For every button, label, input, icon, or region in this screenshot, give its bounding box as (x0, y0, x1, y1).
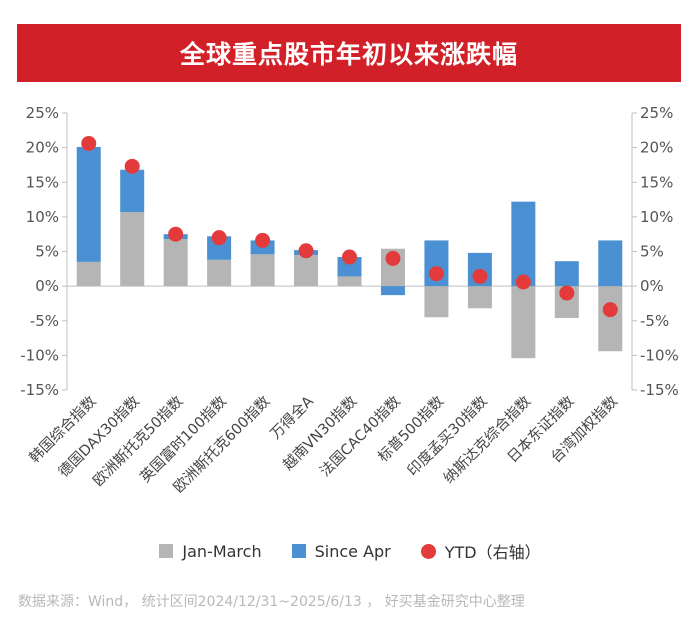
bar-jan-march (598, 286, 623, 352)
legend-item-since-apr: Since Apr (291, 541, 391, 561)
ytd-dot (255, 232, 271, 248)
ytd-dot (428, 266, 444, 282)
bar-since-apr (380, 286, 405, 296)
bar-jan-march (294, 254, 319, 287)
legend-swatch-jan-march (159, 544, 174, 558)
chart-legend: Jan-March Since Apr YTD（右轴） (0, 539, 700, 563)
bar-jan-march (76, 261, 101, 287)
y-tick-label-left: -15% (20, 381, 59, 399)
bar-since-apr (76, 146, 101, 262)
ytd-dot (602, 302, 618, 318)
ytd-dot (342, 249, 357, 265)
chart-title: 全球重点股市年初以来涨跌幅 (17, 24, 681, 82)
y-tick-label-left: 5% (35, 243, 59, 261)
y-tick-label-right: -10% (640, 346, 679, 364)
legend-item-jan-march: Jan-March (159, 541, 262, 561)
ytd-dot (168, 226, 184, 242)
ytd-dot (298, 243, 314, 259)
bar-since-apr (598, 240, 623, 287)
ytd-dot (559, 285, 575, 301)
y-tick-label-right: 15% (640, 173, 673, 191)
ytd-dot (124, 158, 140, 174)
y-tick-label-left: -5% (30, 312, 59, 330)
y-tick-label-left: 0% (35, 277, 59, 295)
y-tick-label-right: -15% (640, 381, 679, 399)
source-note: 数据来源：Wind， 统计区间2024/12/31~2025/6/13 ， 好买… (18, 594, 525, 610)
category-label: 法国CAC40指数 (317, 392, 405, 480)
legend-item-ytd: YTD（右轴） (420, 539, 541, 563)
bar-jan-march (163, 239, 188, 287)
y-tick-label-left: -10% (20, 346, 59, 364)
bar-since-apr (120, 169, 145, 213)
y-tick-label-right: 20% (640, 139, 673, 157)
y-tick-label-left: 10% (26, 208, 59, 226)
y-tick-label-right: 25% (640, 104, 673, 122)
legend-label-ytd: YTD（右轴） (444, 543, 541, 562)
y-tick-label-left: 25% (26, 104, 59, 122)
ytd-dot (81, 135, 97, 151)
ytd-dot (211, 230, 227, 246)
bar-jan-march (120, 212, 145, 287)
bar-since-apr (511, 201, 536, 287)
chart-canvas: -15% -10% -5% 0% 5% 10% 15% 20% 25% -15% -10% -5% 0%… (20, 104, 679, 496)
bar-jan-march (511, 286, 536, 359)
legend-swatch-since-apr (291, 544, 306, 558)
legend-label-jan-march: Jan-March (182, 541, 262, 561)
bar-jan-march (467, 286, 492, 309)
y-tick-label-left: 20% (26, 139, 59, 157)
y-tick-label-left: 15% (26, 173, 59, 191)
category-label: 越南VN30指数 (280, 392, 361, 473)
bar-since-apr (207, 236, 232, 260)
category-label: 印度孟买30指数 (404, 392, 491, 479)
bar-jan-march (207, 259, 232, 287)
y-tick-label-right: -5% (640, 312, 669, 330)
y-tick-label-right: 5% (640, 243, 664, 261)
ytd-dot (472, 268, 488, 284)
ytd-dot (515, 274, 531, 290)
legend-label-since-apr: Since Apr (314, 541, 391, 561)
bar-since-apr (337, 257, 362, 277)
bar-jan-march (250, 254, 275, 287)
bar-jan-march (337, 276, 362, 287)
category-label: 德国DAX30指数 (55, 392, 143, 480)
ytd-dot (385, 250, 401, 266)
bar-since-apr (554, 261, 579, 287)
legend-swatch-ytd (420, 543, 436, 559)
y-tick-label-right: 0% (640, 277, 664, 295)
bar-jan-march (424, 286, 449, 318)
y-tick-label-right: 10% (640, 208, 673, 226)
